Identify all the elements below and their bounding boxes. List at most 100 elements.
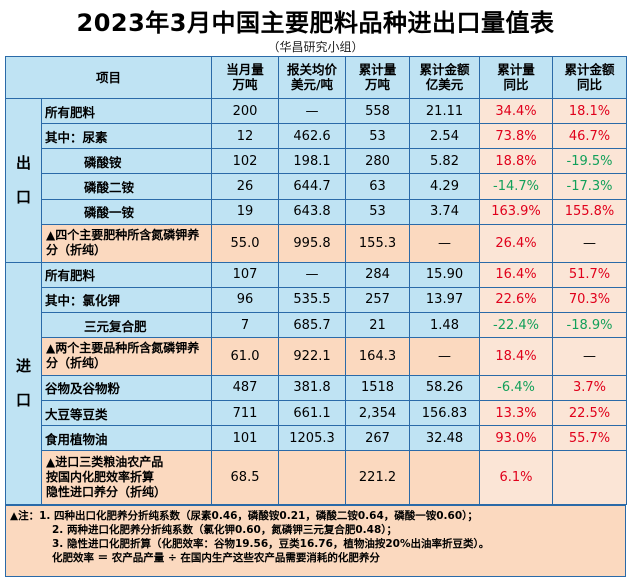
row-label: 三元复合肥	[40, 311, 213, 339]
row-label: 其中：氯化钾	[40, 286, 213, 313]
cell-price: 535.5	[278, 286, 347, 313]
cell-amount: 2.54	[409, 123, 481, 150]
cell-month: 487	[211, 374, 280, 402]
footnote-4: 化肥效率 ＝ 农产品产量 ÷ 在国内生产这些农产品需要消耗的化肥养分	[52, 552, 380, 564]
header-cum-qty-yoy: 累计量 同比	[479, 56, 554, 99]
table-row: ▲进口三类粮油农产品 按国内化肥效率折算 隐性进口养分（折纯） 68.5 221.2…	[6, 450, 628, 505]
cell-price: 661.1	[278, 400, 347, 427]
table-row: 其中：氯化钾 96 535.5 257 13.97 22.6% 70.3%	[6, 286, 628, 313]
header-month-qty: 当月量 万吨	[211, 56, 280, 99]
cell-amt-yoy: 55.7%	[552, 425, 628, 452]
cell-amt-yoy: —	[552, 223, 628, 263]
footnote-2: 2. 两种进口化肥养分折纯系数（氯化钾0.60，氮磷钾三元复合肥0.48）；	[52, 524, 398, 536]
cell-amount: 32.48	[409, 425, 481, 452]
footnotes: ▲注：1. 四种出口化肥养分折纯系数（尿素0.46，磷酸铵0.21，磷酸二铵0.…	[5, 505, 626, 577]
cell-month: 68.5	[211, 450, 280, 505]
cell-cum: 1518	[345, 374, 411, 402]
cell-price: 685.7	[278, 311, 347, 339]
cell-month: 711	[211, 400, 280, 427]
cell-cum-yoy: 13.3%	[479, 400, 554, 427]
cell-price: 643.8	[278, 198, 347, 225]
cell-amt-yoy: 51.7%	[552, 261, 628, 288]
row-label: 所有肥料	[40, 261, 213, 288]
cell-amount: 156.83	[409, 400, 481, 427]
row-label: 大豆等豆类	[40, 400, 213, 427]
cell-cum-yoy: 16.4%	[479, 261, 554, 288]
cell-amt-yoy: -18.9%	[552, 311, 628, 339]
cell-month: 96	[211, 286, 280, 313]
page-subtitle: （华昌研究小组）	[267, 40, 364, 54]
cell-cum: 284	[345, 261, 411, 288]
cell-price: —	[278, 97, 347, 125]
cell-price: —	[278, 261, 347, 288]
header-cum-amount: 累计金额 亿美元	[409, 56, 481, 99]
cell-price: 995.8	[278, 223, 347, 263]
row-label: 磷酸铵	[40, 148, 213, 175]
row-label: ▲四个主要肥种所含氮磷钾养分（折纯）	[40, 223, 213, 263]
row-label: 所有肥料	[40, 97, 213, 125]
row-label: ▲两个主要品种所含氮磷钾养分（折纯）	[40, 337, 213, 376]
cell-cum-yoy: 34.4%	[479, 97, 554, 125]
cell-cum-yoy: 6.1%	[479, 450, 554, 505]
cell-cum: 280	[345, 148, 411, 175]
cell-amount: 21.11	[409, 97, 481, 125]
header-cum-qty: 累计量 万吨	[345, 56, 411, 99]
cell-cum-yoy: 18.4%	[479, 337, 554, 376]
row-label: 食用植物油	[40, 425, 213, 452]
cell-amount: —	[409, 223, 481, 263]
table-row: 磷酸一铵 19 643.8 53 3.74 163.9% 155.8%	[6, 198, 628, 225]
cell-month: 101	[211, 425, 280, 452]
cell-cum: 21	[345, 311, 411, 339]
table-row: 食用植物油 101 1205.3 267 32.48 93.0% 55.7%	[6, 425, 628, 452]
section-label-export: 出口	[5, 97, 42, 263]
cell-cum-yoy: 73.8%	[479, 123, 554, 150]
cell-cum-yoy: -14.7%	[479, 173, 554, 200]
table-row: ▲四个主要肥种所含氮磷钾养分（折纯） 55.0 995.8 155.3 — 26…	[6, 223, 628, 263]
cell-month: 55.0	[211, 223, 280, 263]
table-row: 三元复合肥 7 685.7 21 1.48 -22.4% -18.9%	[6, 311, 628, 339]
cell-amt-yoy: 22.5%	[552, 400, 628, 427]
cell-amt-yoy: 70.3%	[552, 286, 628, 313]
cell-cum: 53	[345, 123, 411, 150]
page-title: 2023年3月中国主要肥料品种进出口量值表	[76, 9, 555, 37]
cell-amount	[409, 450, 481, 505]
cell-amount: 13.97	[409, 286, 481, 313]
cell-price	[278, 450, 347, 505]
header-avg-price: 报关均价 美元/吨	[278, 56, 347, 99]
cell-cum: 155.3	[345, 223, 411, 263]
cell-amount: 3.74	[409, 198, 481, 225]
cell-cum-yoy: 26.4%	[479, 223, 554, 263]
cell-cum: 558	[345, 97, 411, 125]
header-cum-amount-yoy: 累计金额 同比	[552, 56, 628, 99]
table-row: 出口 所有肥料 200 — 558 21.11 34.4% 18.1%	[5, 97, 628, 263]
cell-amount: 15.90	[409, 261, 481, 288]
header-item: 项目	[4, 56, 213, 99]
table-row: 磷酸铵 102 198.1 280 5.82 18.8% -19.5%	[6, 148, 628, 175]
table-row: 进口 所有肥料 107 — 284 15.90 16.4% 51.7%	[5, 261, 628, 506]
cell-cum: 164.3	[345, 337, 411, 376]
cell-month: 102	[211, 148, 280, 175]
table-row: 磷酸二铵 26 644.7 63 4.29 -14.7% -17.3%	[6, 173, 628, 200]
cell-month: 7	[211, 311, 280, 339]
cell-cum: 53	[345, 198, 411, 225]
cell-cum: 221.2	[345, 450, 411, 505]
fertilizer-trade-table: 项目 当月量 万吨 报关均价 美元/吨 累计量 万吨 累计金额 亿美元 累计量 同比 累计…	[4, 56, 628, 506]
table-row: 谷物及谷物粉 487 381.8 1518 58.26 -6.4% 3.7%	[6, 374, 628, 402]
cell-amt-yoy: 18.1%	[552, 97, 628, 125]
cell-cum-yoy: 18.8%	[479, 148, 554, 175]
cell-amount: —	[409, 337, 481, 376]
cell-month: 12	[211, 123, 280, 150]
cell-amt-yoy: 3.7%	[552, 374, 628, 402]
cell-amount: 1.48	[409, 311, 481, 339]
cell-price: 198.1	[278, 148, 347, 175]
cell-cum-yoy: 93.0%	[479, 425, 554, 452]
cell-amount: 58.26	[409, 374, 481, 402]
cell-amt-yoy: 155.8%	[552, 198, 628, 225]
cell-cum: 63	[345, 173, 411, 200]
header-row: 项目 当月量 万吨 报关均价 美元/吨 累计量 万吨 累计金额 亿美元 累计量 同比 累计…	[4, 56, 628, 99]
cell-cum-yoy: 22.6%	[479, 286, 554, 313]
cell-month: 200	[211, 97, 280, 125]
cell-amount: 5.82	[409, 148, 481, 175]
cell-price: 462.6	[278, 123, 347, 150]
